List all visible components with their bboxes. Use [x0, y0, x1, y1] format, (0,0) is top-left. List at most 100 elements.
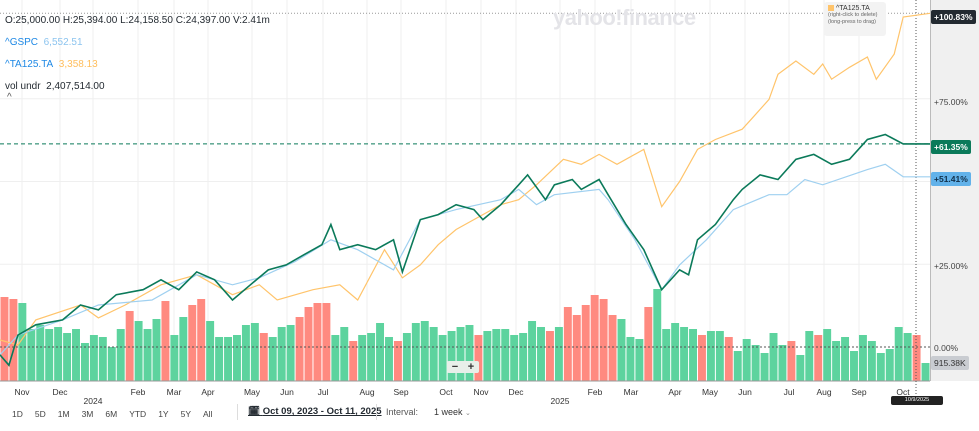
collapse-legend-icon[interactable]: ^ — [7, 92, 12, 103]
volume-bar — [188, 305, 197, 381]
volume-bar — [465, 325, 474, 381]
volume-bar — [429, 327, 438, 381]
volume-bar — [331, 335, 340, 381]
series-line-main — [0, 133, 930, 367]
volume-bar — [545, 331, 554, 381]
volume-bar — [841, 337, 850, 381]
volume-bar — [98, 337, 107, 381]
axis-0-label: 0.00% — [934, 343, 959, 353]
volume-bar — [689, 329, 697, 381]
volume-bar — [751, 345, 760, 381]
range-selector: 1D 5D 1M 3M 6M YTD 1Y 5Y All — [0, 405, 212, 423]
volume-bar — [277, 327, 286, 381]
gspc-pct-label: +51.41% — [931, 172, 971, 186]
volume-bar — [349, 341, 358, 381]
volume-bar — [805, 331, 814, 381]
range-button-1y[interactable]: 1Y — [158, 409, 169, 419]
tooltip-symbol: ^TA125.TA — [836, 5, 870, 12]
volume-bar — [554, 327, 563, 381]
series-tooltip[interactable]: ^TA125.TA (right-click to delete) (long-… — [824, 2, 886, 36]
volume-bar — [36, 325, 45, 381]
volume-bar — [715, 331, 724, 381]
volume-bar — [483, 331, 492, 381]
legend-gspc[interactable]: ^GSPC 6,552.51 — [5, 37, 83, 49]
volume-bar — [519, 333, 528, 381]
series-line-gspc — [0, 163, 930, 356]
volume-bar — [313, 303, 322, 381]
range-button-all[interactable]: All — [203, 409, 213, 419]
volume-bar — [903, 333, 912, 381]
interval-label: Interval: — [386, 407, 419, 417]
volume-bar — [796, 355, 805, 381]
x-axis-label: Feb — [587, 387, 603, 397]
volume-bar — [760, 353, 769, 381]
volume-bar — [420, 321, 429, 381]
volume-bar — [367, 333, 376, 381]
range-button-5y[interactable]: 5Y — [180, 409, 191, 419]
volume-bar — [528, 321, 537, 381]
volume-bar — [27, 329, 36, 381]
calendar-icon: 🗓︎ — [248, 406, 261, 417]
volume-bar — [742, 339, 751, 381]
volume-bar — [769, 333, 778, 381]
volume-bar — [295, 317, 304, 381]
volume-bar — [0, 297, 9, 381]
ta125-value: 3,358.13 — [58, 59, 98, 70]
volume-bar — [340, 327, 349, 381]
volume-bar — [224, 337, 232, 381]
x-axis-label: 2025 — [550, 396, 570, 406]
volume-bar — [867, 341, 876, 381]
volume-bar — [107, 347, 116, 381]
volume-bar — [233, 335, 241, 381]
volume-bar — [125, 311, 134, 381]
volume-bar — [662, 329, 671, 381]
volume-bar — [411, 323, 420, 381]
x-axis-label: Jul — [783, 387, 795, 397]
zoom-in-button[interactable]: + — [467, 361, 475, 373]
legend-ta125[interactable]: ^TA125.TA 3,358.13 — [5, 59, 98, 71]
range-button-1d[interactable]: 1D — [12, 409, 23, 419]
volume-bar — [268, 337, 277, 381]
x-axis-label: Mar — [166, 387, 182, 397]
volume-bar — [134, 321, 143, 381]
volume-bar — [832, 341, 841, 381]
volume-bar — [143, 329, 152, 381]
gspc-symbol[interactable]: ^GSPC — [5, 37, 39, 48]
x-axis-label: Jun — [280, 387, 294, 397]
volume-bar — [510, 335, 519, 381]
volume-bar — [876, 353, 885, 381]
gspc-value: 6,552.51 — [43, 37, 83, 48]
volume-bar — [590, 295, 599, 381]
crosshair-date-badge: 10/9/2025 — [891, 396, 943, 405]
interval-select[interactable]: 1 week ⌄ — [434, 407, 471, 417]
volume-bar — [45, 329, 54, 381]
volume-bar — [787, 341, 796, 381]
right-axis-panel — [930, 0, 979, 381]
zoom-out-button[interactable]: − — [451, 361, 459, 373]
date-range-picker[interactable]: 🗓︎ Oct 09, 2023 - Oct 11, 2025 — [248, 406, 382, 417]
volume-bar — [215, 337, 224, 381]
volume-bar — [80, 343, 89, 381]
volume-bar — [63, 333, 72, 381]
series-line-ta125ta — [0, 12, 931, 346]
tooltip-hint-drag: (long-press to drag) — [828, 19, 876, 25]
x-axis-label: Aug — [359, 387, 375, 397]
volume-bar — [599, 299, 608, 381]
volume-value: 2,407,514.00 — [46, 81, 105, 92]
volume-bar — [724, 337, 733, 381]
volume-bar — [161, 301, 170, 381]
range-button-1m[interactable]: 1M — [57, 409, 70, 419]
axis-25-label: +25.00% — [934, 261, 968, 271]
volume-bar — [376, 323, 385, 381]
range-button-3m[interactable]: 3M — [81, 409, 94, 419]
range-button-6m[interactable]: 6M — [105, 409, 118, 419]
range-button-5d[interactable]: 5D — [34, 409, 46, 419]
volume-bar — [286, 325, 295, 381]
x-axis-label: Sep — [393, 387, 409, 397]
ta125-symbol[interactable]: ^TA125.TA — [5, 59, 54, 70]
range-button-ytd[interactable]: YTD — [129, 409, 147, 419]
volume-bar — [921, 363, 930, 381]
volume-bar — [170, 335, 179, 381]
volume-bar — [322, 303, 331, 381]
